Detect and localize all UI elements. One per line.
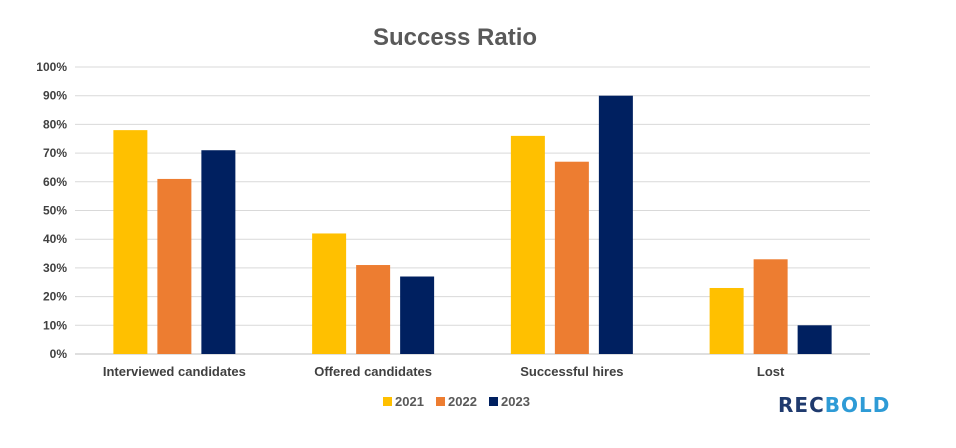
y-tick-label: 60% — [43, 175, 67, 189]
legend-label: 2023 — [501, 394, 530, 409]
bar-2023-2 — [598, 95, 633, 354]
legend-swatch — [383, 397, 392, 406]
y-tick-label: 50% — [43, 204, 67, 218]
legend-item-2023: 2023 — [489, 394, 530, 409]
y-tick-label: 90% — [43, 89, 67, 103]
bar-2021-2 — [510, 135, 545, 354]
category-label: Offered candidates — [314, 364, 432, 379]
legend-label: 2022 — [448, 394, 477, 409]
legend-item-2022: 2022 — [436, 394, 477, 409]
legend-label: 2021 — [395, 394, 424, 409]
bar-2023-3 — [797, 325, 832, 354]
category-label: Interviewed candidates — [103, 364, 246, 379]
chart-title: Success Ratio — [373, 24, 537, 51]
bar-2021-3 — [709, 287, 744, 354]
category-label: Successful hires — [520, 364, 623, 379]
bar-2021-0 — [113, 130, 148, 354]
legend-swatch — [489, 397, 498, 406]
bar-2022-1 — [356, 265, 391, 354]
y-tick-label: 70% — [43, 146, 67, 160]
bar-2022-3 — [753, 259, 788, 354]
legend-swatch — [436, 397, 445, 406]
svg-text:RECBOLD: RECBOLD — [778, 393, 890, 417]
category-label: Lost — [757, 364, 785, 379]
y-tick-label: 40% — [43, 232, 67, 246]
bar-2022-2 — [554, 161, 589, 354]
legend-item-2021: 2021 — [383, 394, 424, 409]
y-tick-label: 10% — [43, 318, 67, 332]
y-tick-label: 30% — [43, 261, 67, 275]
y-tick-label: 0% — [50, 347, 68, 361]
bar-2022-0 — [157, 178, 192, 354]
bar-2023-1 — [400, 276, 435, 354]
bar-2023-0 — [201, 150, 236, 354]
bar-2021-1 — [312, 233, 347, 354]
y-tick-label: 20% — [43, 290, 67, 304]
y-tick-label: 100% — [36, 60, 67, 74]
y-tick-label: 80% — [43, 117, 67, 131]
recbold-logo: RECBOLD — [778, 393, 890, 417]
